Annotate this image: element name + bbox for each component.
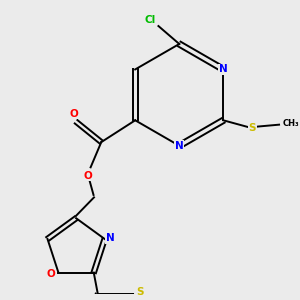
Text: S: S [249, 123, 256, 133]
Text: O: O [69, 109, 78, 118]
Text: S: S [136, 287, 144, 297]
Text: O: O [84, 171, 93, 181]
Text: N: N [106, 233, 115, 243]
Text: O: O [47, 269, 56, 279]
Text: CH₃: CH₃ [283, 119, 299, 128]
Text: Cl: Cl [145, 15, 156, 25]
Text: N: N [219, 64, 228, 74]
Text: N: N [175, 141, 184, 151]
